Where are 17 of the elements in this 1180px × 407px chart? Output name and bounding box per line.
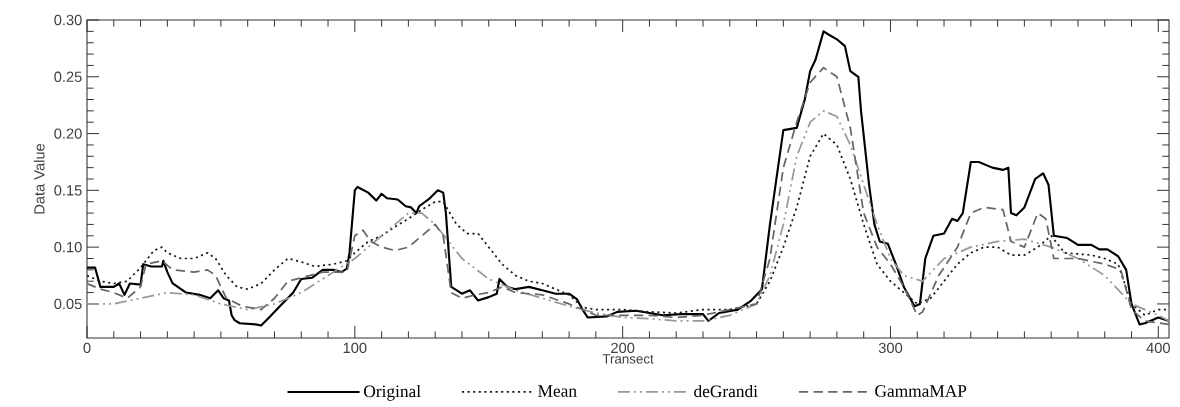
y-tick-label: 0.15 <box>54 185 82 196</box>
x-tick-label: 0 <box>83 342 91 354</box>
y-tick-label: 0.05 <box>54 298 82 310</box>
x-axis-title: Transect <box>602 354 654 364</box>
y-tick-label: 0.30 <box>54 14 82 26</box>
x-tick-label: 300 <box>878 342 903 354</box>
y-tick-label: 0.25 <box>54 71 82 82</box>
legend-label: Original <box>364 384 421 401</box>
y-tick-label: 0.10 <box>54 241 82 253</box>
legend-label: GammaMAP <box>875 385 967 397</box>
legend-label: Mean <box>538 385 577 397</box>
x-tick-label: 100 <box>343 342 367 354</box>
x-tick-label: 200 <box>611 342 635 354</box>
legend-label: deGrandi <box>694 384 758 398</box>
x-tick-label: 400 <box>1146 342 1170 354</box>
y-axis-title: Data Value <box>33 143 45 214</box>
y-tick-label: 0.20 <box>54 128 82 139</box>
